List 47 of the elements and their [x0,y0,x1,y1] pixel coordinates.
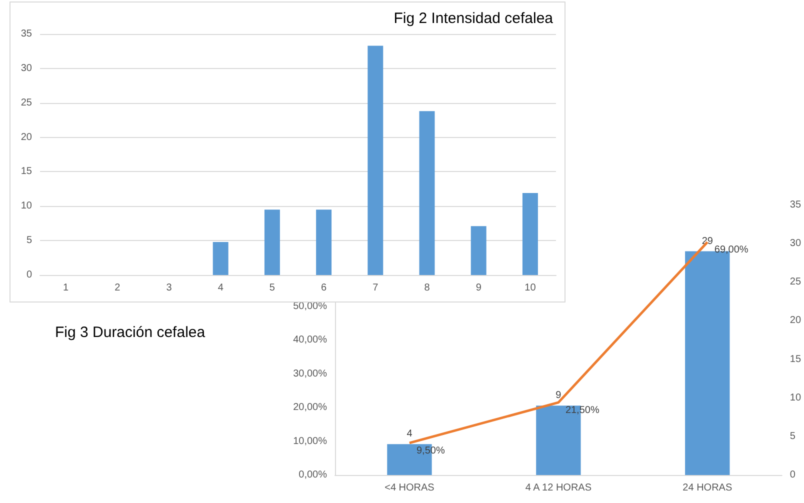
y-tick-label: 10,00% [293,436,328,447]
bar [470,226,486,275]
x-tick-label: 24 HORAS [682,482,732,494]
y-tick-label: 20,00% [293,402,328,413]
x-tick-label: 6 [321,282,328,294]
bar [522,193,538,275]
y-tick-label: 5 [26,235,32,246]
y-tick-label: 0,00% [298,470,328,480]
y-tick-label: 30 [20,62,32,74]
data-label: 9 [556,390,562,402]
data-label: 69,00% [714,244,748,256]
y-tick-label: 30,00% [293,368,328,380]
x-tick-label: 10 [524,282,536,294]
bar [316,210,332,275]
x-tick-label: <4 HORAS [384,482,435,494]
y-tick-label: 15 [20,166,32,178]
bar [264,210,280,275]
y2-tick-label: 20 [790,315,802,326]
y2-tick-label: 15 [790,354,802,365]
bar [212,242,228,275]
x-tick-label: 8 [424,282,430,294]
y2-tick-label: 10 [790,392,802,404]
y2-tick-label: 0 [790,470,796,480]
y-tick-label: 0 [26,270,32,280]
y2-tick-label: 5 [790,430,796,442]
y-tick-label: 40,00% [293,334,328,346]
y-tick-label: 20 [20,132,32,143]
y-tick-label: 10 [20,200,32,212]
chart-title: Fig 2 Intensidad cefalea [394,10,554,27]
data-label: 4 [406,428,413,440]
y-tick-label: 35 [20,28,32,40]
x-tick-label: 3 [166,282,172,294]
x-tick-label: 5 [269,282,276,294]
x-tick-label: 9 [476,282,482,294]
y2-tick-label: 35 [790,200,802,210]
data-label: 29 [702,236,714,247]
text: Fig 3 Duración cefalea [55,324,206,341]
bar [368,46,384,275]
x-tick-label: 4 A 12 HORAS [525,482,592,494]
x-tick-label: 4 [218,282,224,294]
bar [419,111,435,275]
x-tick-label: 2 [114,282,121,294]
x-tick-label: 7 [372,282,379,294]
y-tick-label: 25 [20,97,32,108]
x-tick-label: 1 [63,282,70,294]
y2-tick-label: 25 [790,276,802,288]
y2-tick-label: 30 [790,238,802,250]
